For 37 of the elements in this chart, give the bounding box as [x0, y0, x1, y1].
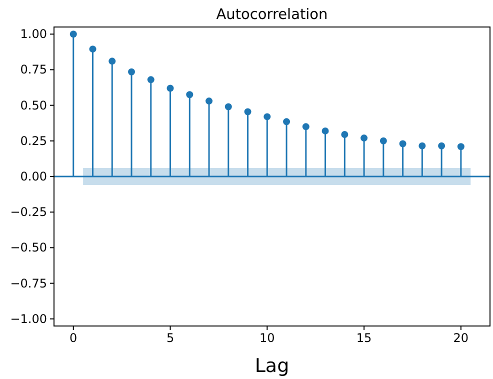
point: [166, 84, 174, 92]
y-tick-label: −0.50: [10, 240, 47, 255]
y-tick-label: −0.25: [10, 205, 47, 220]
point: [186, 91, 194, 98]
point: [302, 123, 310, 130]
point: [438, 142, 446, 150]
x-tick-label: 5: [166, 331, 174, 345]
point: [283, 118, 290, 126]
x-tick-label: 10: [260, 331, 275, 345]
point: [206, 98, 213, 105]
y-tick-label: 1.00: [20, 27, 47, 42]
x-tick-label: 20: [453, 331, 469, 345]
point: [108, 58, 116, 65]
point: [147, 76, 154, 84]
y-tick-label: −1.00: [10, 312, 47, 326]
x-axis-title: Lag: [254, 355, 290, 377]
point: [380, 137, 387, 144]
y-tick-label: 0.50: [20, 98, 47, 112]
y-tick-label: 0.25: [20, 134, 47, 148]
chart-title: Autocorrelation: [216, 7, 328, 23]
point: [224, 103, 232, 110]
point: [322, 127, 329, 134]
point: [341, 131, 348, 138]
x-tick-label: 15: [356, 331, 372, 345]
point: [89, 46, 96, 53]
point: [128, 68, 136, 76]
x-tick-label: 0: [70, 331, 78, 345]
y-tick-label: −0.75: [10, 276, 47, 290]
point: [244, 108, 252, 116]
point: [457, 143, 464, 150]
y-tick-label: 0.00: [20, 170, 47, 184]
point: [264, 113, 271, 120]
point: [360, 134, 368, 142]
point: [418, 142, 426, 150]
point: [399, 140, 406, 148]
y-tick-label: 0.75: [20, 62, 47, 77]
point: [70, 30, 77, 38]
